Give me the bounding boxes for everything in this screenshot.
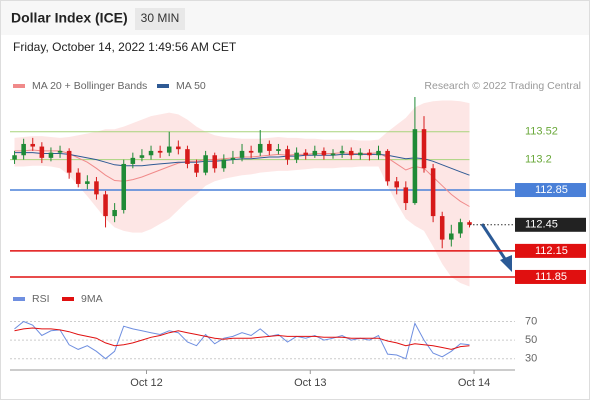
level-label: 112.15	[535, 245, 568, 257]
candle-body	[312, 150, 318, 156]
candle-body	[294, 152, 299, 160]
candle-body	[376, 150, 381, 156]
candle-body	[248, 150, 254, 153]
candle-body	[176, 146, 181, 150]
level-label: 113.2	[525, 154, 552, 166]
candle-body	[130, 157, 136, 164]
level-label: 112.85	[535, 184, 568, 196]
candle-body	[185, 149, 190, 164]
candle-body	[394, 181, 399, 188]
candle-body	[103, 194, 108, 217]
legend-swatch	[62, 297, 74, 301]
candle-body	[121, 163, 127, 211]
candle-body	[57, 150, 63, 153]
x-tick-label: Oct 12	[130, 377, 162, 389]
interval: 30 MIN	[141, 11, 180, 25]
candle-body	[358, 152, 363, 156]
level-box	[515, 269, 586, 284]
candle-body	[39, 146, 45, 158]
last-price-label: 112.45	[525, 219, 558, 231]
candle-body	[66, 150, 72, 173]
legend-label: RSI	[32, 293, 50, 305]
forecast-arrowhead	[500, 255, 512, 272]
x-tick-label: Oct 13	[294, 377, 326, 389]
series-line	[14, 327, 470, 350]
timestamp: Friday, October 14, 2022 1:49:56 AM CET	[13, 40, 237, 54]
candle-body	[221, 159, 227, 169]
candle-body	[421, 129, 427, 169]
candle-body	[348, 150, 354, 156]
candle-body	[367, 152, 372, 156]
candle-body	[430, 168, 436, 217]
candle-body	[21, 143, 26, 156]
candle-body	[467, 222, 472, 225]
legend-swatch	[157, 84, 169, 88]
candle-body	[458, 222, 463, 234]
series-line	[14, 320, 470, 360]
candle-body	[321, 150, 327, 156]
candle-body	[303, 152, 308, 156]
candle-body	[239, 150, 245, 158]
level-label: 111.85	[535, 271, 567, 283]
candle-body	[12, 155, 17, 160]
candle-body	[157, 150, 163, 153]
candle-body	[276, 149, 281, 151]
candle-body	[148, 150, 154, 156]
legend-swatch	[13, 297, 25, 301]
level-box	[515, 183, 586, 198]
legend-label: 9MA	[81, 293, 103, 305]
credit: Research © 2022 Trading Central	[424, 80, 581, 92]
y-tick-label: 50	[525, 334, 537, 346]
bollinger-band	[14, 100, 470, 287]
candle-body	[339, 150, 345, 154]
legend-label: MA 50	[176, 80, 206, 92]
candle-body	[449, 233, 454, 240]
candle-body	[267, 143, 272, 151]
candle-body	[385, 150, 390, 182]
level-label: 113.52	[525, 126, 558, 138]
legend-label: MA 20 + Bollinger Bands	[32, 80, 147, 92]
forecast-arrow	[480, 223, 509, 263]
candle-body	[285, 149, 290, 160]
title: Dollar Index (ICE)	[11, 10, 128, 26]
y-tick-label: 30	[525, 353, 537, 365]
candle-body	[166, 146, 172, 153]
last-price-box	[515, 217, 586, 232]
candle-body	[412, 129, 418, 204]
candle-body	[212, 155, 218, 169]
candle-body	[439, 216, 445, 240]
legend-swatch	[13, 84, 25, 88]
candle-body	[403, 187, 409, 204]
candle-body	[48, 152, 54, 158]
candle-body	[330, 153, 336, 156]
candle-body	[230, 157, 236, 160]
level-box	[515, 243, 586, 258]
y-tick-label: 70	[525, 315, 537, 327]
candle-body	[203, 155, 208, 173]
interval-box	[135, 8, 185, 30]
candle-body	[30, 143, 36, 147]
candle-body	[257, 143, 263, 153]
candle-body	[75, 172, 81, 184]
candle-body	[94, 181, 99, 195]
candle-body	[139, 155, 145, 158]
header-bar	[1, 1, 589, 35]
candle-body	[194, 163, 199, 173]
x-tick-label: Oct 14	[458, 377, 490, 389]
candle-body	[85, 181, 90, 184]
candle-body	[112, 210, 117, 217]
